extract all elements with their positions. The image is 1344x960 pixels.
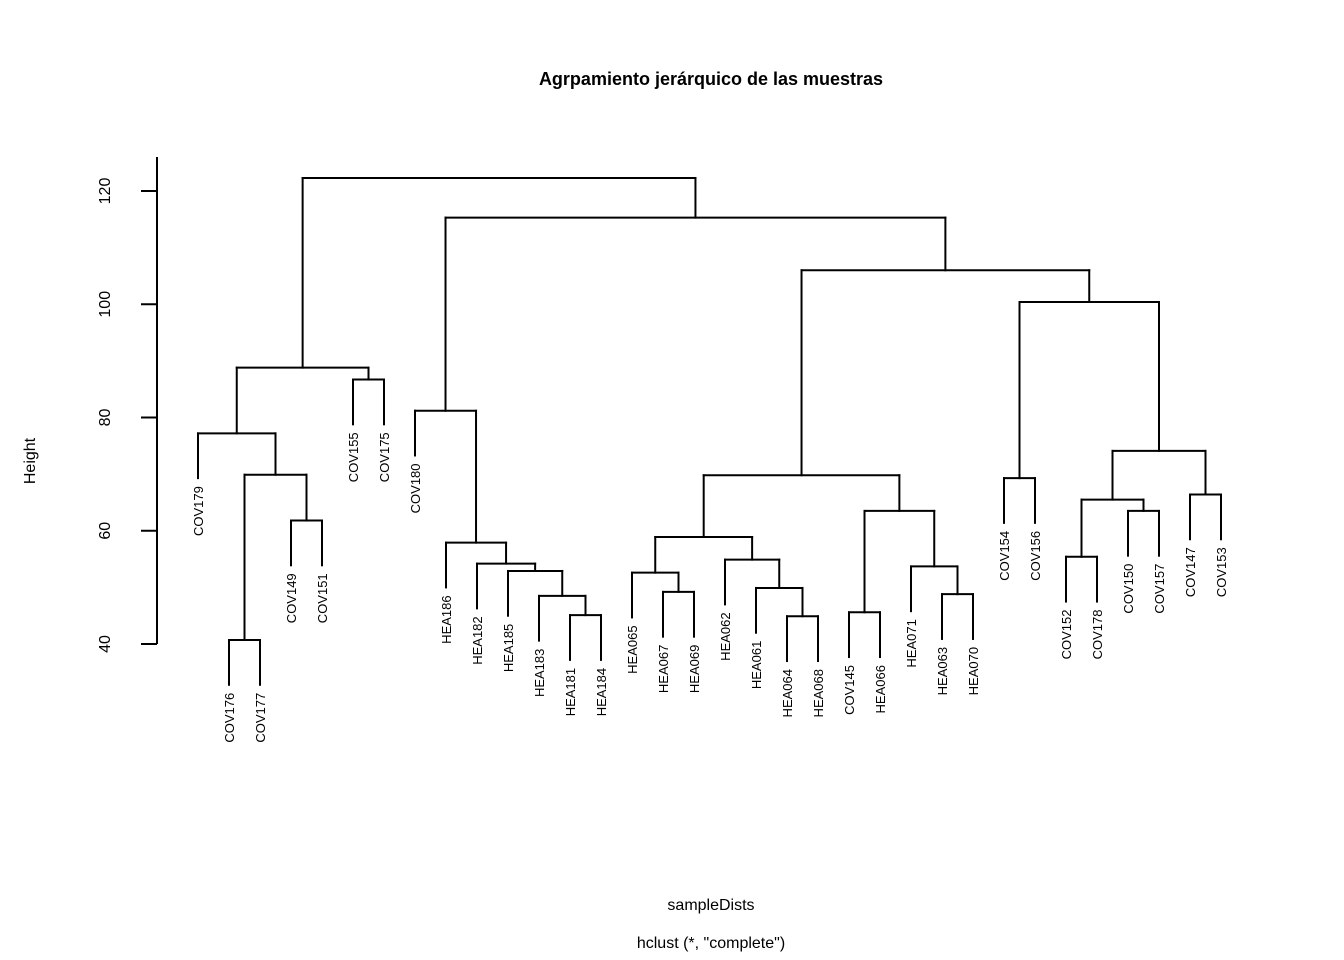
merge-9 bbox=[507, 569, 564, 617]
leaf-label-cov180: COV180 bbox=[408, 463, 423, 513]
leaf-label-cov179: COV179 bbox=[191, 486, 206, 536]
leaf-label-cov147: COV147 bbox=[1183, 547, 1198, 597]
merge-7 bbox=[569, 614, 602, 661]
merge-28 bbox=[1189, 493, 1222, 541]
y-tick-label: 40 bbox=[97, 635, 114, 653]
leaf-label-hea061: HEA061 bbox=[749, 641, 764, 689]
merge-18 bbox=[654, 535, 754, 574]
merge-17 bbox=[724, 558, 781, 606]
leaf-label-hea065: HEA065 bbox=[625, 625, 640, 673]
leaf-label-hea062: HEA062 bbox=[718, 612, 733, 660]
merge-6 bbox=[235, 366, 370, 435]
chart-subtitle: hclust (*, "complete") bbox=[637, 935, 785, 952]
merge-14 bbox=[631, 571, 680, 619]
leaf-label-cov156: COV156 bbox=[1028, 531, 1043, 581]
merge-20 bbox=[941, 593, 974, 640]
leaf-label-hea063: HEA063 bbox=[935, 647, 950, 695]
leaf-label-cov157: COV157 bbox=[1152, 564, 1167, 614]
merge-8 bbox=[538, 594, 587, 642]
leaf-label-hea184: HEA184 bbox=[594, 668, 609, 716]
leaf-label-cov149: COV149 bbox=[284, 573, 299, 623]
merge-21 bbox=[910, 565, 959, 613]
dendrogram-tree bbox=[197, 176, 1222, 686]
x-axis-label: sampleDists bbox=[667, 897, 754, 914]
merge-13 bbox=[662, 590, 695, 638]
y-axis-label: Height bbox=[22, 437, 39, 484]
merge-12 bbox=[414, 409, 478, 544]
leaf-label-hea066: HEA066 bbox=[873, 665, 888, 713]
leaf-label-cov150: COV150 bbox=[1121, 564, 1136, 614]
merge-22 bbox=[863, 509, 936, 614]
leaf-label-cov152: COV152 bbox=[1059, 610, 1074, 660]
leaf-label-cov154: COV154 bbox=[997, 531, 1012, 581]
leaf-label-cov153: COV153 bbox=[1214, 547, 1229, 597]
leaf-label-hea067: HEA067 bbox=[656, 645, 671, 693]
leaf-label-hea186: HEA186 bbox=[439, 595, 454, 643]
merge-23 bbox=[702, 474, 901, 538]
leaf-label-cov175: COV175 bbox=[377, 432, 392, 482]
leaf-label-cov145: COV145 bbox=[842, 665, 857, 715]
leaf-label-cov176: COV176 bbox=[222, 693, 237, 743]
leaf-label-cov155: COV155 bbox=[346, 432, 361, 482]
chart-title: Agrpamiento jerárquico de las muestras bbox=[539, 69, 883, 89]
merge-27 bbox=[1080, 498, 1145, 558]
y-tick-label: 120 bbox=[97, 178, 114, 205]
merge-29 bbox=[1111, 449, 1207, 501]
leaf-label-hea183: HEA183 bbox=[532, 649, 547, 697]
leaf-label-hea071: HEA071 bbox=[904, 619, 919, 667]
merge-25 bbox=[1065, 555, 1098, 603]
leaf-labels: COV176 COV177 COV149 COV151 COV179 COV155 COV1… bbox=[191, 432, 1229, 742]
leaf-label-hea068: HEA068 bbox=[811, 669, 826, 717]
leaf-label-hea185: HEA185 bbox=[501, 624, 516, 672]
y-tick-label: 100 bbox=[97, 291, 114, 318]
merge-5 bbox=[352, 378, 385, 426]
y-axis: 40 60 80 100 120 bbox=[97, 157, 158, 653]
y-tick-label: 80 bbox=[97, 409, 114, 427]
leaf-label-hea070: HEA070 bbox=[966, 647, 981, 695]
leaf-label-cov178: COV178 bbox=[1090, 610, 1105, 660]
leaf-label-hea069: HEA069 bbox=[687, 645, 702, 693]
y-tick-label: 60 bbox=[97, 522, 114, 540]
merge-33 bbox=[301, 176, 697, 369]
leaf-label-hea064: HEA064 bbox=[780, 669, 795, 717]
merge-4 bbox=[197, 432, 277, 480]
leaf-label-hea182: HEA182 bbox=[470, 616, 485, 664]
merge-26 bbox=[1127, 509, 1160, 557]
leaf-label-cov151: COV151 bbox=[315, 573, 330, 623]
merge-2 bbox=[290, 519, 323, 567]
leaf-label-cov177: COV177 bbox=[253, 693, 268, 743]
merge-1 bbox=[228, 639, 261, 686]
merge-16 bbox=[755, 586, 804, 634]
merge-15 bbox=[786, 615, 819, 663]
leaf-label-hea181: HEA181 bbox=[563, 668, 578, 716]
merge-32 bbox=[444, 216, 947, 412]
merge-24 bbox=[1003, 477, 1036, 524]
merge-19 bbox=[848, 611, 881, 659]
